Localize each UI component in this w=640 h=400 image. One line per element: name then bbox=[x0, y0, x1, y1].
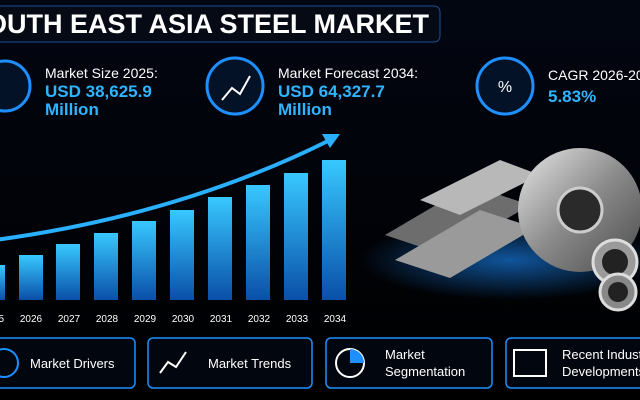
arrow-head bbox=[322, 134, 340, 148]
year-label: 2029 bbox=[134, 314, 157, 325]
button-label: Market Trends bbox=[208, 356, 292, 371]
year-label: 2025 bbox=[0, 314, 5, 325]
button-frame bbox=[147, 337, 313, 389]
year-label: 2032 bbox=[248, 314, 271, 325]
button-label: Developments bbox=[562, 364, 640, 379]
coil-core bbox=[556, 186, 604, 234]
button-label: Recent Industry bbox=[562, 347, 640, 362]
bar bbox=[56, 244, 80, 300]
stat-icon bbox=[0, 59, 32, 113]
stat-cagr: % CAGR 2026-2034: 5.83% bbox=[475, 56, 640, 116]
button-label: Market Drivers bbox=[30, 356, 115, 371]
stat-size: Market Size 2025: USD 38,625.9 Million bbox=[0, 59, 158, 119]
beam bbox=[420, 160, 540, 215]
bar bbox=[246, 185, 270, 300]
button-icon bbox=[0, 348, 19, 378]
button-icon bbox=[350, 349, 364, 363]
stat-value: USD 38,625.9 bbox=[45, 82, 152, 101]
button[interactable]: Market Trends bbox=[147, 337, 313, 389]
button-icon bbox=[159, 351, 187, 374]
year-label: 2030 bbox=[172, 314, 195, 325]
stat-unit: Million bbox=[45, 100, 99, 119]
pipe-hole bbox=[602, 249, 628, 275]
title: SOUTH EAST ASIA STEEL MARKET bbox=[0, 9, 430, 39]
icon-line bbox=[221, 75, 251, 101]
button-frame bbox=[505, 337, 640, 389]
button[interactable]: Market Drivers bbox=[0, 337, 136, 389]
bar bbox=[0, 265, 5, 300]
stat-value: USD 64,327.7 bbox=[278, 82, 385, 101]
stat-icon bbox=[205, 56, 265, 116]
stat-label: CAGR 2026-2034: bbox=[548, 67, 640, 83]
stat-value: 5.83% bbox=[548, 87, 596, 106]
growth-bars bbox=[0, 134, 346, 300]
bar bbox=[19, 255, 43, 300]
button-icon bbox=[513, 349, 547, 377]
bar bbox=[284, 173, 308, 300]
pipe-hole bbox=[608, 282, 628, 302]
button-label: Segmentation bbox=[385, 364, 465, 379]
year-label: 2027 bbox=[58, 314, 81, 325]
year-labels: 2025 2026 2027 2028 2029 2030 2031 2032 2033 2034 bbox=[0, 314, 347, 325]
year-label: 2033 bbox=[286, 314, 309, 325]
title-bar bbox=[0, 5, 441, 43]
button-frame bbox=[0, 337, 136, 389]
stat-icon bbox=[475, 56, 535, 116]
steel-illustration bbox=[360, 148, 640, 312]
stat-label: Market Size 2025: bbox=[45, 65, 158, 81]
year-label: 2034 bbox=[324, 314, 347, 325]
year-label: 2026 bbox=[20, 314, 43, 325]
bar bbox=[94, 233, 118, 300]
button[interactable]: Market Segmentation bbox=[325, 337, 493, 389]
year-label: 2028 bbox=[96, 314, 119, 325]
button-label: Market bbox=[385, 347, 425, 362]
icon-percent: % bbox=[498, 79, 512, 96]
bar bbox=[170, 210, 194, 300]
bar bbox=[322, 160, 346, 300]
button[interactable]: Recent Industry Developments bbox=[505, 337, 640, 389]
stat-unit: Million bbox=[278, 100, 332, 119]
beam bbox=[395, 210, 535, 278]
trend-arrow bbox=[0, 138, 331, 242]
bar bbox=[132, 221, 156, 300]
year-label: 2031 bbox=[210, 314, 233, 325]
beam bbox=[385, 185, 530, 255]
stat-forecast: Market Forecast 2034: USD 64,327.7 Milli… bbox=[205, 56, 418, 119]
button-frame bbox=[325, 337, 493, 389]
stat-label: Market Forecast 2034: bbox=[278, 65, 418, 81]
bar bbox=[208, 197, 232, 300]
